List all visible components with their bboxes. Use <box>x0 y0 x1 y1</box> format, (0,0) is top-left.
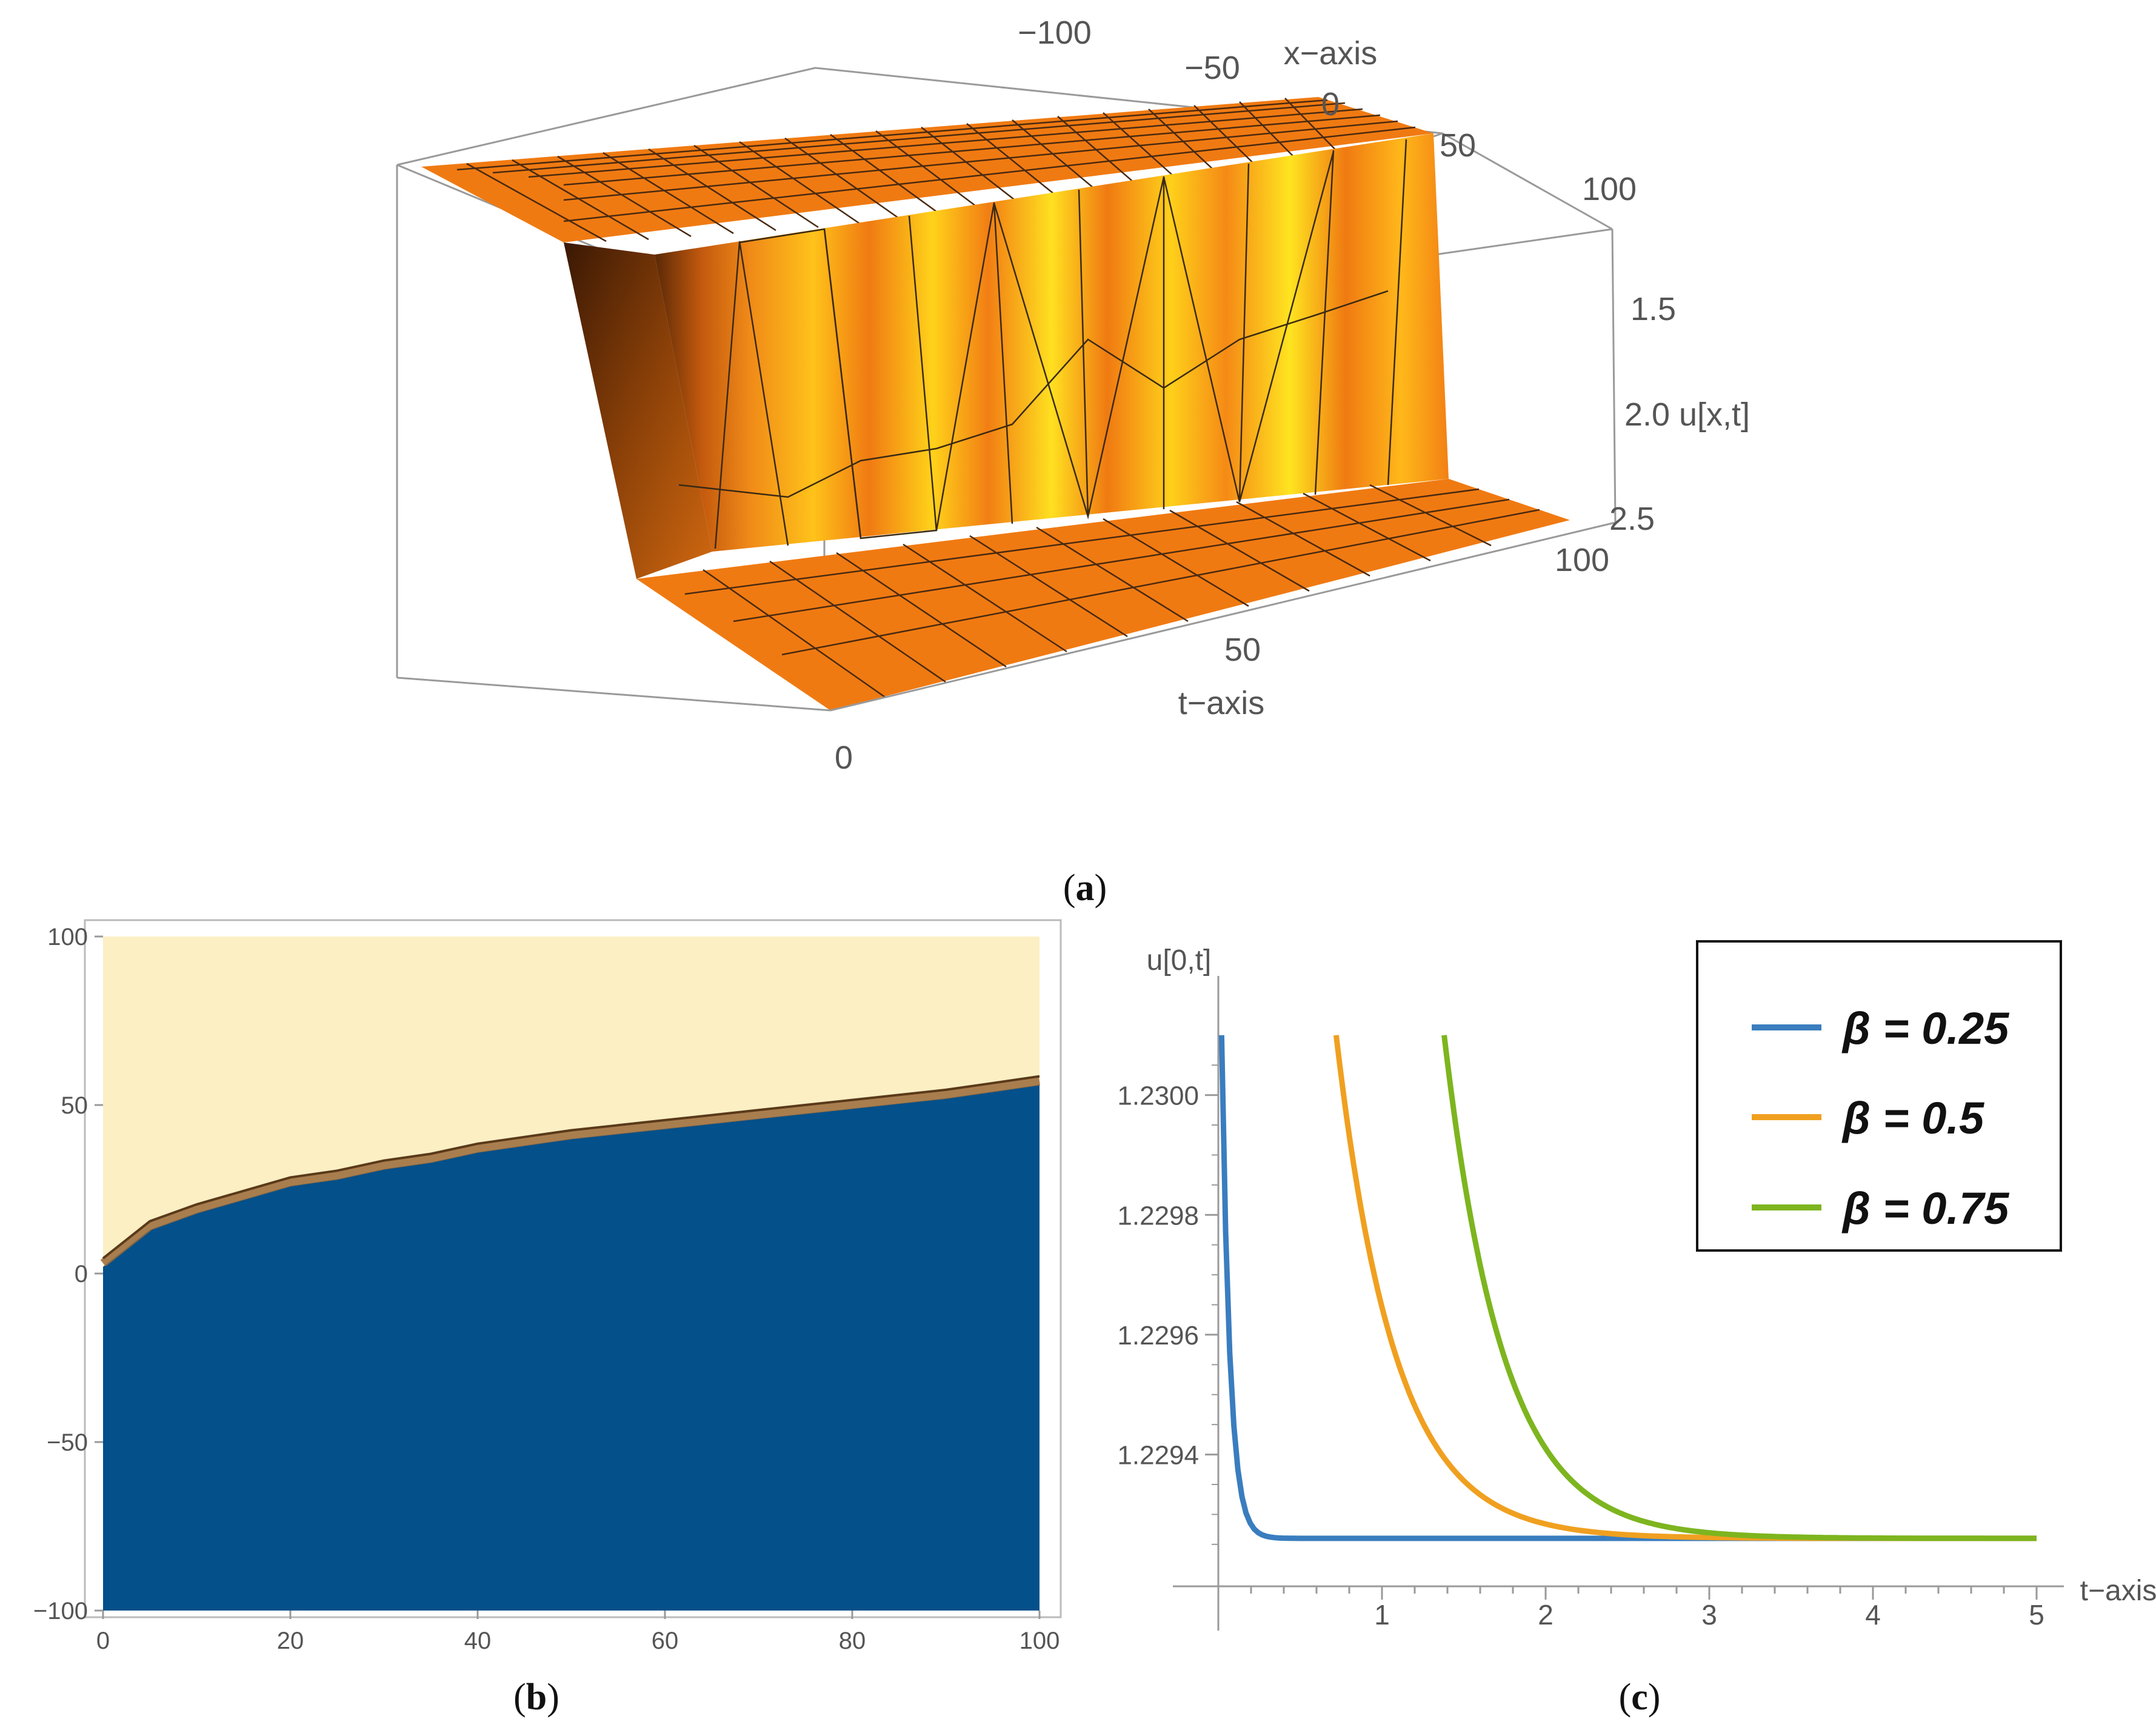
u-axis-tick-label: 2.5 <box>1609 501 1655 537</box>
legend-label-beta-0-25: β = 0.25 <box>1841 1003 2010 1053</box>
u-axis-tick-label: 2.0 <box>1624 396 1670 433</box>
legend-label-beta-0-75: β = 0.75 <box>1841 1183 2010 1234</box>
y-tick-label: 1.2296 <box>1117 1321 1199 1351</box>
x-axis-label: t−axis <box>2080 1575 2156 1607</box>
t-axis-label: t−axis <box>1178 685 1265 721</box>
y-tick-label: 1.2294 <box>1117 1441 1199 1471</box>
t-axis-tick-label: 100 <box>1555 542 1609 578</box>
x-axis-tick-label: 0 <box>1321 86 1340 122</box>
contour-ticks: 0 20 40 60 80 100 100 50 0 −50 −100 <box>33 924 1060 1654</box>
y-tick-label: 1.2298 <box>1117 1201 1199 1230</box>
t-axis-tick-label: 50 <box>1224 632 1261 668</box>
y-tick-label: 100 <box>47 924 88 950</box>
surface-left-wall <box>564 242 712 579</box>
contour-frame <box>84 919 1062 1618</box>
x-axis-tick-label: 50 <box>1440 127 1476 164</box>
u-axis-tick-label: 1.5 <box>1630 291 1676 327</box>
y-tick-label: −100 <box>33 1598 88 1624</box>
line-plot-axes: 1 2 3 4 5 1.2300 1.2298 1.2296 1.2294 <box>1117 976 2064 1631</box>
surface-bounding-box-front <box>396 132 1616 712</box>
contour-lower-region <box>103 1084 1040 1611</box>
t-axis-tick-label: 0 <box>835 740 853 776</box>
contour-front-band <box>100 1077 1041 1267</box>
x-axis-tick-label: −50 <box>1184 50 1240 86</box>
panel-a-surface-plot: −100 −50 0 50 100 x−axis 1.5 2.0 2.5 u[x… <box>396 15 1750 909</box>
x-tick-label: 3 <box>1701 1599 1717 1631</box>
series-line-beta-075 <box>1441 1035 2037 1541</box>
x-tick-label: 1 <box>1374 1599 1390 1631</box>
u-axis-label: u[x,t] <box>1679 396 1750 433</box>
x-tick-label: 0 <box>96 1628 110 1654</box>
x-tick-label: 2 <box>1538 1599 1554 1631</box>
x-tick-label: 40 <box>464 1628 492 1654</box>
x-axis-tick-label: 100 <box>1582 171 1637 207</box>
contour-front-edge <box>102 1075 1040 1260</box>
y-tick-label: 1.2300 <box>1117 1081 1199 1111</box>
legend-box <box>1696 940 2062 1252</box>
x-axis-tick-label: −100 <box>1018 15 1092 51</box>
x-tick-label: 5 <box>2029 1599 2044 1631</box>
line-plot-series <box>1218 1035 2037 1541</box>
surface-bottom-plateau <box>636 479 1570 710</box>
caption-c: (c) <box>1619 1677 1661 1718</box>
legend: β = 0.25 β = 0.5 β = 0.75 <box>1696 940 2062 1252</box>
x-tick-label: 100 <box>1020 1628 1060 1654</box>
y-tick-label: 50 <box>61 1092 88 1119</box>
caption-b: (b) <box>513 1677 559 1718</box>
x-tick-label: 4 <box>1865 1599 1881 1631</box>
x-tick-label: 80 <box>839 1628 866 1654</box>
caption-a: (a) <box>1063 867 1107 909</box>
surface-bottom-mesh <box>684 484 1540 698</box>
y-tick-label: −50 <box>47 1429 88 1456</box>
x-axis-label: x−axis <box>1284 35 1378 72</box>
y-axis-label: u[0,t] <box>1147 944 1212 977</box>
x-tick-label: 20 <box>277 1628 304 1654</box>
surface-front-wall <box>655 133 1449 552</box>
legend-label-beta-0-5: β = 0.5 <box>1841 1093 1985 1143</box>
y-tick-label: 0 <box>75 1261 88 1287</box>
x-tick-label: 60 <box>652 1628 679 1654</box>
surface-wall-mesh <box>678 139 1407 549</box>
